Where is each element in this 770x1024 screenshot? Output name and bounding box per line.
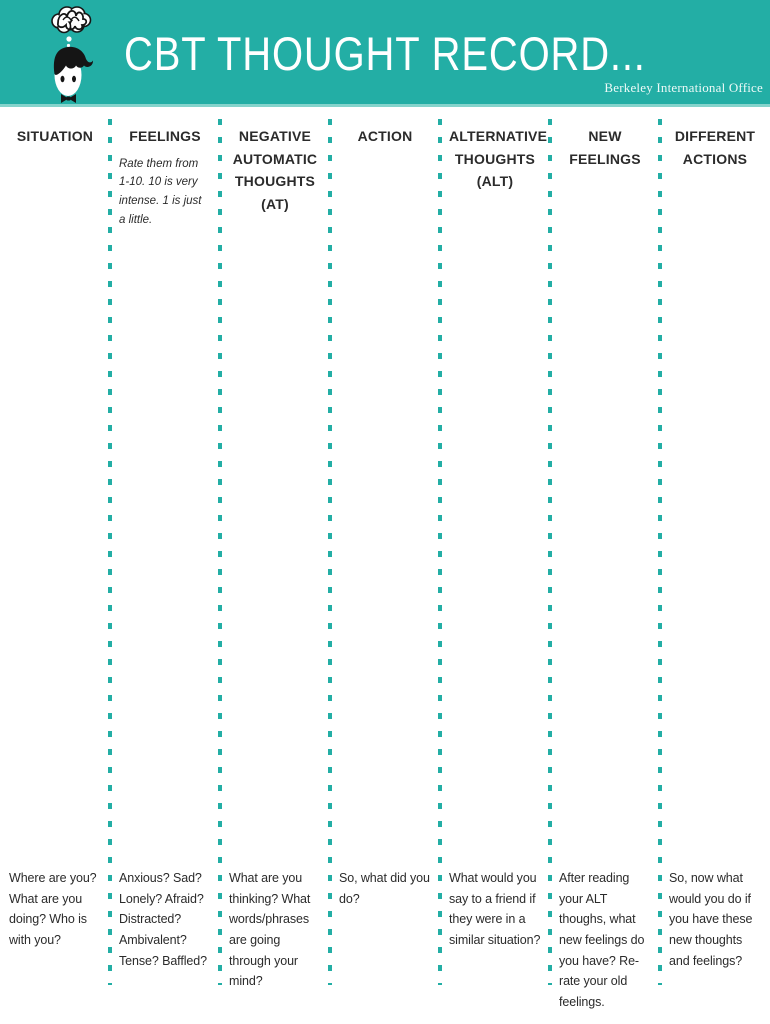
entry-area-feelings[interactable]	[117, 219, 213, 894]
column-negative-automatic-thoughts: NEGATIVE AUTOMATIC THOUGHTS (AT) What ar…	[222, 107, 328, 1024]
column-separator	[108, 119, 112, 985]
column-separator	[218, 119, 222, 985]
column-hint-different-actions: So, now what would you do if you have th…	[669, 871, 753, 968]
org-name: Berkeley International Office	[604, 80, 763, 95]
column-hint-new-feelings: After reading your ALT thoughs, what new…	[559, 871, 645, 1009]
entry-area-negative-automatic-thoughts[interactable]	[227, 219, 323, 894]
column-label-action: ACTION	[357, 128, 413, 144]
entry-area-alternative-thoughts[interactable]	[447, 219, 543, 894]
thinking-person-icon	[51, 6, 94, 103]
column-label-different-actions: DIFFERENT ACTIONS	[674, 128, 756, 167]
entry-area-situation[interactable]	[7, 219, 103, 894]
column-separator	[438, 119, 442, 985]
column-hint-alternative-thoughts: What would you say to a friend if they w…	[449, 871, 541, 947]
column-new-feelings: NEW FEELINGS After reading your ALT thou…	[552, 107, 658, 1024]
column-label-feelings: FEELINGS	[129, 128, 201, 144]
column-hint-feelings: Anxious? Sad? Lonely? Afraid? Distracted…	[119, 871, 207, 968]
column-label-new-feelings: NEW FEELINGS	[569, 128, 641, 167]
column-feelings: FEELINGS Rate them from 1-10. 10 is very…	[112, 107, 218, 1024]
scribble-thoughts-icon	[56, 9, 88, 31]
page-header: CBT THOUGHT RECORD... Berkeley Internati…	[0, 0, 770, 107]
header-accent-strip	[0, 104, 770, 107]
column-separator	[658, 119, 662, 985]
column-label-alternative-thoughts: ALTERNATIVE THOUGHTS (ALT)	[449, 128, 548, 190]
worksheet-grid: SITUATION Where are you? What are you do…	[0, 107, 770, 1024]
column-alternative-thoughts: ALTERNATIVE THOUGHTS (ALT) What would yo…	[442, 107, 548, 1024]
entry-area-action[interactable]	[337, 219, 433, 894]
entry-area-different-actions[interactable]	[667, 219, 763, 894]
column-action: ACTION So, what did you do?	[332, 107, 438, 1024]
entry-area-new-feelings[interactable]	[557, 219, 653, 894]
column-different-actions: DIFFERENT ACTIONS So, now what would you…	[662, 107, 768, 1024]
page-title: CBT THOUGHT RECORD...	[124, 27, 646, 80]
bow-tie-icon	[61, 94, 76, 103]
column-hint-action: So, what did you do?	[339, 871, 430, 906]
column-hint-negative-automatic-thoughts: What are you thinking? What words/phrase…	[229, 871, 311, 989]
column-situation: SITUATION Where are you? What are you do…	[2, 107, 108, 1024]
column-label-situation: SITUATION	[16, 128, 94, 144]
column-label-negative-automatic-thoughts: NEGATIVE AUTOMATIC THOUGHTS (AT)	[232, 128, 318, 213]
column-separator	[548, 119, 552, 985]
column-hint-situation: Where are you? What are you doing? Who i…	[9, 871, 97, 947]
column-separator	[328, 119, 332, 985]
column-note-feelings: Rate them from 1-10. 10 is very intense.…	[119, 157, 202, 226]
